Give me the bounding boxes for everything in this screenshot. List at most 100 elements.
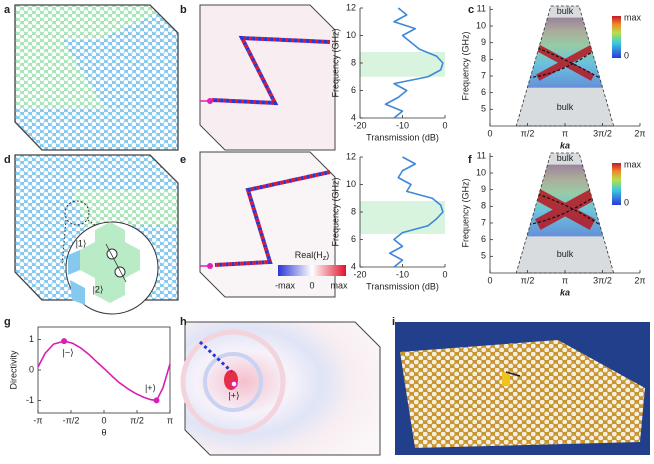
- colorbar-label: 0: [624, 50, 629, 60]
- h-colorbar: [278, 265, 346, 276]
- edge-state: [534, 189, 596, 230]
- state-point: [61, 338, 68, 345]
- y-tick-label: 9: [481, 184, 486, 194]
- x-tick-label: 3π/2: [593, 275, 612, 285]
- x-axis-label: θ: [101, 427, 106, 437]
- y-tick-label: -1: [26, 395, 34, 405]
- y-tick-label: 1: [29, 334, 34, 344]
- y-tick-label: 8: [351, 206, 356, 216]
- panel-label: c: [468, 4, 474, 16]
- panel-d-lattice: [14, 154, 179, 315]
- x-tick-label: -π/2: [63, 415, 80, 425]
- panel-label: a: [4, 4, 11, 16]
- panel-label: d: [4, 154, 11, 166]
- y-tick-label: 5: [481, 104, 486, 114]
- region-label: bulk: [557, 102, 574, 112]
- panel-label: e: [180, 154, 186, 166]
- y-tick-label: 6: [351, 234, 356, 244]
- y-axis-label: Frequency (GHz): [460, 178, 470, 247]
- panel-a-lattice: [14, 4, 179, 151]
- y-tick-label: 10: [476, 20, 486, 30]
- y-tick-label: 6: [481, 234, 486, 244]
- y-tick-label: 0: [29, 364, 34, 374]
- x-tick-label: 0: [101, 415, 106, 425]
- x-tick-label: π: [167, 415, 173, 425]
- chart: -π -π/2 0 π/2 π -1 0 1 θ Directivity |−⟩ |+⟩: [8, 326, 173, 437]
- y-tick-label: 12: [346, 151, 356, 161]
- panel-h-field: [180, 321, 381, 456]
- y-tick-label: 11: [477, 4, 486, 14]
- x-tick-label: 0: [487, 128, 492, 138]
- y-tick-label: 6: [481, 87, 486, 97]
- state-point: [153, 397, 160, 404]
- y-axis-label: Directivity: [8, 350, 18, 390]
- series-line: [384, 7, 444, 119]
- y-tick-label: 4: [351, 261, 356, 271]
- colorbar: [612, 163, 621, 205]
- panel-label: h: [180, 316, 187, 328]
- panel-label: f: [468, 154, 472, 166]
- y-tick-label: 6: [351, 85, 356, 95]
- y-tick-label: 7: [481, 217, 486, 227]
- highlight-band: [360, 201, 445, 234]
- h-colorbar-tick: max: [330, 280, 348, 290]
- chart: bulk bulk max 0 0 π/2 π 3π/2 2π 5 6 7 8 9 10 11 ka Freque…: [460, 151, 645, 298]
- panel-i-photo: [395, 322, 650, 455]
- colorbar-label: max: [624, 12, 642, 22]
- y-tick-label: 8: [481, 54, 486, 64]
- region-label: bulk: [557, 249, 574, 259]
- y-tick-label: 7: [481, 70, 486, 80]
- edge-state: [536, 44, 595, 81]
- y-tick-label: 12: [346, 2, 356, 12]
- x-tick-label: 0: [442, 269, 447, 279]
- y-tick-label: 9: [481, 37, 486, 47]
- panel-label: b: [180, 4, 187, 16]
- h-colorbar-tick: -max: [275, 280, 295, 290]
- x-tick-label: 0: [487, 275, 492, 285]
- y-tick-label: 10: [346, 179, 356, 189]
- x-tick-label: 2π: [634, 128, 645, 138]
- h-state-label: |+⟩: [228, 390, 239, 400]
- panel-b-field: [199, 4, 336, 151]
- region-label: bulk: [557, 153, 574, 163]
- x-tick-label: -20: [353, 120, 366, 130]
- y-axis-label: Frequency (GHz): [460, 31, 470, 100]
- y-axis-label: Frequency (GHz): [330, 177, 340, 246]
- x-tick-label: 3π/2: [593, 128, 612, 138]
- x-tick-label: π/2: [521, 275, 535, 285]
- d-state-label: |2⟩: [93, 284, 104, 294]
- x-tick-label: π: [562, 275, 568, 285]
- x-tick-label: -10: [396, 269, 409, 279]
- state-label: |+⟩: [145, 383, 156, 393]
- x-tick-label: 0: [442, 120, 447, 130]
- colorbar-label: 0: [624, 197, 629, 207]
- panel-e-field: [199, 151, 336, 298]
- x-tick-label: -π: [33, 415, 42, 425]
- light-cone: [515, 5, 615, 127]
- state-label: |−⟩: [63, 347, 74, 357]
- series-line: [388, 156, 444, 268]
- y-tick-label: 4: [351, 112, 356, 122]
- chart: bulk bulk max 0 0 π/2 π 3π/2 2π 5 6 7 8 9 10 11 ka Freque…: [460, 4, 645, 151]
- panel-label: g: [4, 316, 11, 328]
- y-tick-label: 10: [476, 167, 486, 177]
- h-colorbar-tick: 0: [309, 280, 314, 290]
- x-tick-label: π/2: [521, 128, 535, 138]
- y-tick-label: 8: [351, 57, 356, 67]
- panel-label: i: [392, 316, 395, 328]
- light-cone: [515, 152, 615, 274]
- x-axis-label: Transmission (dB): [366, 281, 439, 291]
- x-axis-label: ka: [560, 140, 570, 150]
- edge-dispersion: [527, 43, 603, 80]
- x-tick-label: -10: [396, 120, 409, 130]
- chart: -20 -10 0 4 6 8 10 12 Transmission (dB) Frequency…: [330, 151, 447, 291]
- x-axis-label: Transmission (dB): [366, 132, 439, 142]
- x-axis-label: ka: [560, 287, 570, 297]
- chart: -20 -10 0 4 6 8 10 12 Transmission (dB) Frequency…: [330, 2, 447, 142]
- colorbar-label: max: [624, 159, 642, 169]
- region-label: bulk: [557, 6, 574, 16]
- y-tick-label: 10: [346, 30, 356, 40]
- y-tick-label: 5: [481, 251, 486, 261]
- y-tick-label: 8: [481, 201, 486, 211]
